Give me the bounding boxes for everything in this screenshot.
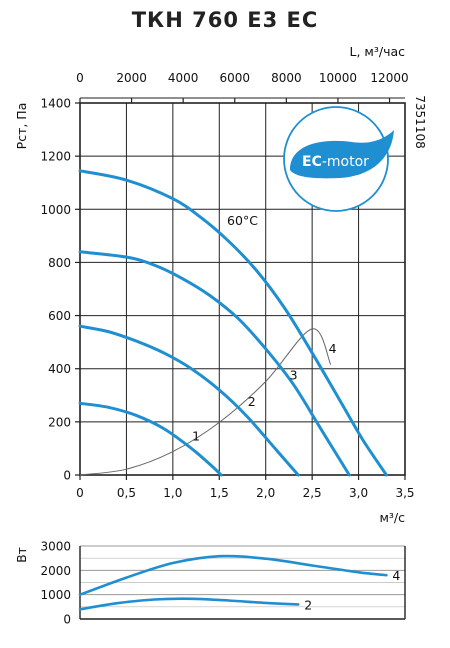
logo-text-rest: -motor — [322, 154, 369, 170]
temperature-label: 60°C — [227, 213, 258, 228]
power-curves — [78, 554, 388, 611]
y-tick-label: 600 — [48, 309, 71, 323]
power-y-tick-label: 3000 — [40, 540, 71, 554]
y-tick-label: 200 — [48, 415, 71, 429]
x-tick-label: 2,0 — [256, 486, 275, 500]
power-y-tick-label: 0 — [63, 613, 71, 627]
x2-tick-label: 12000 — [370, 71, 408, 85]
logo-text-bold: EC — [302, 154, 322, 170]
curve-label-4: 4 — [329, 341, 337, 356]
x-tick-label: 0 — [76, 486, 84, 500]
power-curve-2 — [78, 597, 300, 611]
curve-label-1: 1 — [192, 428, 200, 443]
system-curve — [79, 328, 332, 476]
power-y-tick-label: 1000 — [40, 588, 71, 602]
y-tick-label: 1200 — [40, 150, 71, 164]
main-labels: 1 2 3 4 60°C — [192, 213, 337, 443]
fan-curve-1 — [78, 401, 223, 477]
y-axis-label: Рст, Па — [14, 103, 29, 150]
product-code: 7351108 — [413, 95, 427, 148]
x-tick-label: 0,5 — [117, 486, 136, 500]
main-plot-frame — [79, 102, 406, 476]
fan-curve-3 — [78, 250, 351, 477]
ec-motor-logo: EC-motor — [283, 106, 394, 212]
x-tick-label: 3,5 — [395, 486, 414, 500]
x2-tick-label: 2000 — [116, 71, 147, 85]
x-tick-label: 2,5 — [303, 486, 322, 500]
x2-tick-label: 10000 — [319, 71, 357, 85]
fan-curve-4 — [78, 169, 388, 477]
x-tick-label: 3,0 — [349, 486, 368, 500]
x2-axis-label: L, м³/час — [350, 44, 406, 59]
y-tick-label: 1000 — [40, 203, 71, 217]
power-y-tick-label: 2000 — [40, 564, 71, 578]
y-tick-label: 800 — [48, 256, 71, 270]
power-curve-label-2: 2 — [304, 597, 312, 612]
y-tick-label: 400 — [48, 362, 71, 376]
x-axis-label: м³/с — [379, 510, 405, 525]
chart-title: ТКН 760 Е3 ЕС — [131, 8, 319, 32]
power-curve-4 — [78, 554, 388, 596]
power-y-axis-label: Вт — [14, 547, 29, 563]
x-tick-label: 1,0 — [163, 486, 182, 500]
y-tick-label: 0 — [63, 469, 71, 483]
fan-curves — [78, 169, 388, 477]
fan-curve-2 — [78, 324, 300, 477]
x2-tick-label: 8000 — [271, 71, 302, 85]
x2-tick-label: 4000 — [168, 71, 199, 85]
main-axes: 0 0,5 1,0 1,5 2,0 2,5 3,0 3,50 2000 4000 6000 8000 1… — [14, 44, 427, 525]
curve-label-2: 2 — [248, 394, 256, 409]
power-curve-label-4: 4 — [392, 568, 400, 583]
x2-tick-label: 0 — [76, 71, 84, 85]
logo-text: EC-motor — [302, 154, 369, 170]
curve-label-3: 3 — [290, 367, 298, 382]
logo-leaf — [290, 130, 394, 179]
power-labels: 42 — [304, 568, 400, 612]
x2-tick-label: 6000 — [219, 71, 250, 85]
power-grid: 0 1000 2000 3000 Вт — [14, 540, 406, 627]
x-tick-label: 1,5 — [210, 486, 229, 500]
y-tick-label: 1400 — [40, 97, 71, 111]
